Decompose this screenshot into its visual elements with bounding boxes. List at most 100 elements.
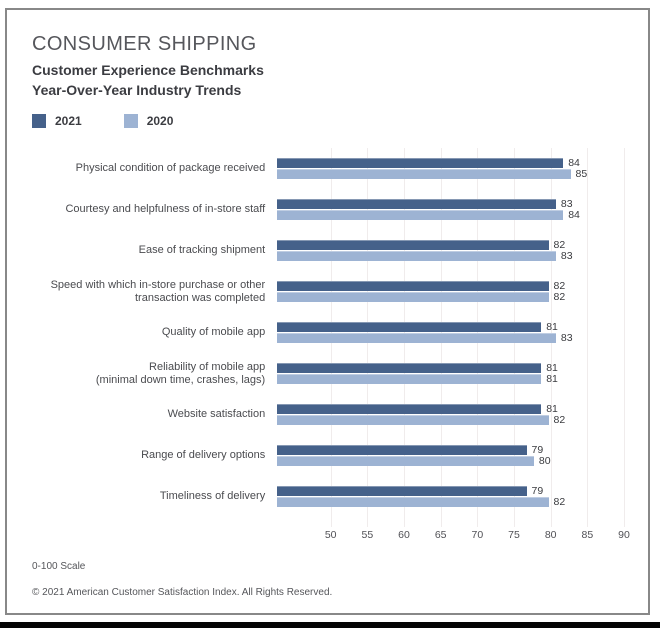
bar-2021	[277, 486, 527, 496]
value-label: 82	[553, 496, 566, 508]
bar-line-2021: 79	[277, 485, 630, 497]
legend-label-2020: 2020	[146, 114, 174, 128]
bar-group: 84 85	[277, 157, 630, 180]
bar-2021	[277, 445, 527, 455]
bar-2020	[277, 292, 549, 302]
chart-row: Website satisfaction 81 82	[32, 394, 630, 435]
bar-line-2021: 83	[277, 198, 630, 210]
bar-line-2020: 81	[277, 373, 630, 385]
legend-item-2020: 2020	[123, 114, 174, 128]
bar-line-2021: 79	[277, 444, 630, 456]
category-label: Timeliness of delivery	[159, 490, 266, 502]
x-tick-label: 60	[398, 529, 410, 541]
chart-row: Quality of mobile app 81 83	[32, 312, 630, 353]
chart-row: Physical condition of package received 84…	[32, 148, 630, 189]
bar-2020	[277, 251, 556, 261]
bar-group: 79 80	[277, 444, 630, 467]
value-label: 81	[546, 321, 558, 333]
gridline	[587, 148, 589, 527]
bar-line-2021: 81	[277, 403, 630, 415]
bar-line-2020: 80	[277, 455, 630, 467]
bottom-divider-bar	[0, 622, 660, 628]
bar-group: 79 82	[277, 485, 630, 508]
bar-2020	[277, 497, 549, 507]
chart-row: Speed with which in-store purchase or ot…	[32, 271, 630, 312]
scale-note: 0-100 Scale	[32, 561, 86, 572]
value-label: 82	[553, 414, 566, 426]
bar-line-2021: 82	[277, 239, 630, 251]
x-tick-label: 90	[618, 529, 630, 541]
value-label: 85	[575, 168, 588, 180]
value-label: 84	[568, 209, 580, 221]
value-label: 83	[560, 198, 573, 210]
bar-line-2020: 82	[277, 291, 630, 303]
subtitle-block: Customer Experience Benchmarks Year-Over…	[32, 60, 630, 100]
bar-2021	[277, 281, 549, 291]
value-label: 82	[553, 280, 566, 292]
bar-2021	[277, 199, 556, 209]
bar-2021	[277, 240, 549, 250]
chart-row: Range of delivery options 79 80	[32, 435, 630, 476]
bar-2020	[277, 456, 534, 466]
bar-2021	[277, 322, 542, 332]
category-label: Website satisfaction	[167, 408, 266, 420]
bar-line-2020: 82	[277, 414, 630, 426]
bar-line-2021: 81	[277, 321, 630, 333]
value-label: 79	[531, 485, 544, 497]
bar-2020	[277, 374, 542, 384]
value-label: 82	[553, 291, 566, 303]
x-tick-label: 85	[581, 529, 594, 541]
bar-group: 83 84	[277, 198, 630, 221]
bar-2021	[277, 158, 564, 168]
subtitle-line-2: Year-Over-Year Industry Trends	[32, 82, 242, 98]
category-label: Quality of mobile app	[161, 326, 266, 338]
value-label: 84	[568, 157, 580, 169]
bar-group: 81 83	[277, 321, 630, 344]
legend-swatch-2020	[123, 114, 138, 128]
value-label: 81	[546, 403, 558, 415]
legend-swatch-2021	[32, 114, 46, 128]
category-label: Courtesy and helpfulness of in-store sta…	[65, 203, 266, 215]
page-title: CONSUMER SHIPPING	[32, 33, 257, 55]
x-axis-ticks: 50 55 60 65 70 75 80 85 90	[294, 529, 630, 543]
category-label: Ease of tracking shipment	[138, 244, 266, 256]
value-label: 83	[560, 250, 573, 262]
value-label: 79	[531, 444, 544, 456]
category-label: Speed with which in-store purchase or ot…	[50, 278, 266, 304]
bar-line-2020: 83	[277, 332, 630, 344]
bar-2020	[277, 169, 571, 179]
value-label: 80	[538, 455, 551, 467]
category-label: Range of delivery options	[141, 449, 266, 461]
bar-group: 81 82	[277, 403, 630, 426]
bar-2021	[277, 404, 542, 414]
bar-line-2021: 82	[277, 280, 630, 292]
bar-2021	[277, 363, 542, 373]
gridline	[624, 148, 625, 527]
bar-2020	[277, 415, 549, 425]
bar-line-2021: 81	[277, 362, 630, 374]
chart-row: Timeliness of delivery 79 82	[32, 476, 630, 517]
x-tick-label: 70	[471, 529, 484, 541]
x-tick-label: 55	[361, 529, 374, 541]
bar-chart: Physical condition of package received 84…	[32, 148, 630, 543]
copyright-text: © 2021 American Customer Satisfaction In…	[32, 587, 333, 598]
bar-2020	[277, 210, 564, 220]
value-label: 81	[546, 362, 558, 374]
value-label: 81	[546, 373, 558, 385]
bar-2020	[277, 333, 556, 343]
legend-item-2021: 2021	[32, 114, 82, 128]
chart-rows: Physical condition of package received 84…	[32, 148, 630, 517]
bar-line-2020: 84	[277, 209, 630, 221]
chart-row: Reliability of mobile app (minimal down …	[32, 353, 630, 394]
bar-line-2020: 85	[277, 168, 630, 180]
chart-row: Courtesy and helpfulness of in-store sta…	[32, 189, 630, 230]
bar-line-2021: 84	[277, 157, 630, 169]
bar-group: 81 81	[277, 362, 630, 385]
bar-line-2020: 83	[277, 250, 630, 262]
bar-group: 82 83	[277, 239, 630, 262]
x-tick-label: 80	[544, 529, 557, 541]
category-label: Reliability of mobile app (minimal down …	[95, 360, 266, 386]
x-tick-label: 75	[508, 529, 520, 541]
category-label: Physical condition of package received	[75, 162, 266, 174]
